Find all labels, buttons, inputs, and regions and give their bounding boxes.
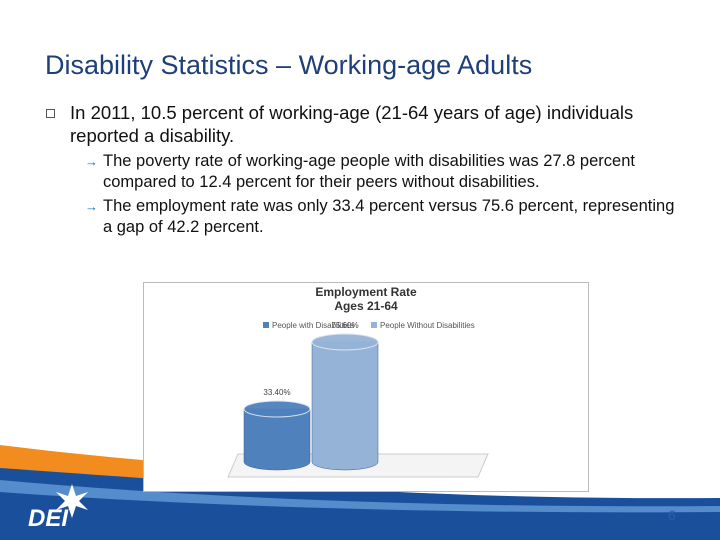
chart: Employment Rate Ages 21-64 People with D… [143, 282, 589, 492]
data-label: 33.40% [263, 388, 290, 397]
sub-bullet: The employment rate was only 33.4 percen… [85, 196, 683, 238]
chart-title: Employment Rate [315, 285, 417, 299]
legend-label: People with Disabilities [272, 321, 354, 330]
slide-title: Disability Statistics – Working-age Adul… [45, 50, 533, 80]
bullet: In 2011, 10.5 percent of working-age (21… [46, 101, 674, 238]
logo: DEI [28, 505, 69, 532]
page-number: 6 [668, 507, 676, 523]
legend-label: People Without Disabilities [380, 321, 475, 330]
data-label: 75.60% [331, 321, 358, 330]
legend-swatch [371, 322, 377, 328]
bar [311, 333, 379, 471]
legend-swatch [263, 322, 269, 328]
sub-bullet: The poverty rate of working-age people w… [85, 151, 683, 193]
bullet-text: In 2011, 10.5 percent of working-age (21… [70, 102, 634, 146]
chart-subtitle: Ages 21-64 [334, 299, 398, 313]
bar [243, 400, 311, 471]
